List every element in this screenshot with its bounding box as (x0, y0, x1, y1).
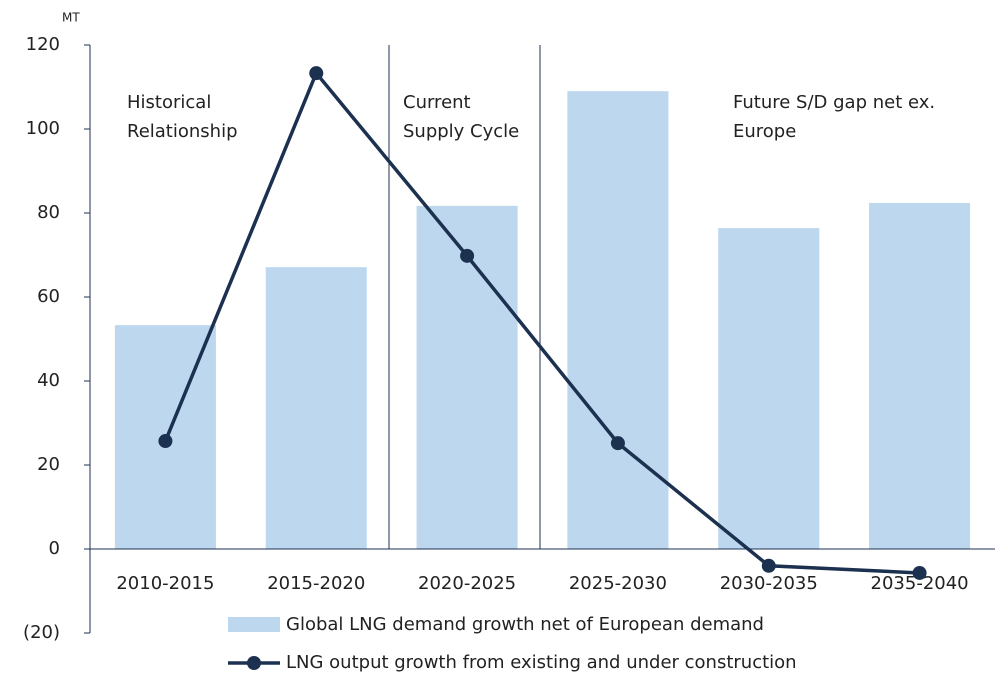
y-tick-label: 60 (37, 286, 60, 307)
x-tick-label: 2030-2035 (720, 573, 818, 594)
x-tick-label: 2010-2015 (116, 573, 214, 594)
bar (718, 228, 820, 549)
y-tick-label: 100 (26, 118, 60, 139)
legend-swatch (228, 617, 280, 632)
annotation: Current (403, 92, 471, 113)
annotation: Future S/D gap net ex. (733, 92, 935, 113)
x-tick-label: 2015-2020 (267, 573, 365, 594)
bar (567, 91, 669, 549)
line-point (761, 558, 776, 573)
y-tick-label: 80 (37, 202, 60, 223)
line-point (460, 248, 475, 263)
legend-marker (247, 656, 261, 670)
line-point (610, 436, 625, 451)
line-point (309, 66, 324, 81)
bar (265, 267, 367, 549)
annotation: Europe (733, 121, 796, 142)
y-tick-label: 40 (37, 370, 60, 391)
y-tick-label: 120 (26, 34, 60, 55)
y-tick-label: 20 (37, 454, 60, 475)
bar (416, 205, 518, 550)
line-point (912, 565, 927, 580)
y-tick-label: (20) (23, 622, 60, 643)
legend-label: Global LNG demand growth net of European… (286, 614, 764, 635)
line-point (158, 434, 173, 449)
line (163, 69, 920, 575)
y-unit-label: MT (62, 11, 80, 25)
bar (869, 202, 971, 550)
x-tick-label: 2020-2025 (418, 573, 516, 594)
annotation: Relationship (127, 121, 238, 142)
legend-label: LNG output growth from existing and unde… (286, 652, 797, 673)
annotation: Supply Cycle (403, 121, 519, 142)
x-tick-label: 2035-2040 (871, 573, 969, 594)
x-tick-label: 2025-2030 (569, 573, 667, 594)
annotation: Historical (127, 92, 211, 113)
y-tick-label: 0 (49, 538, 60, 559)
